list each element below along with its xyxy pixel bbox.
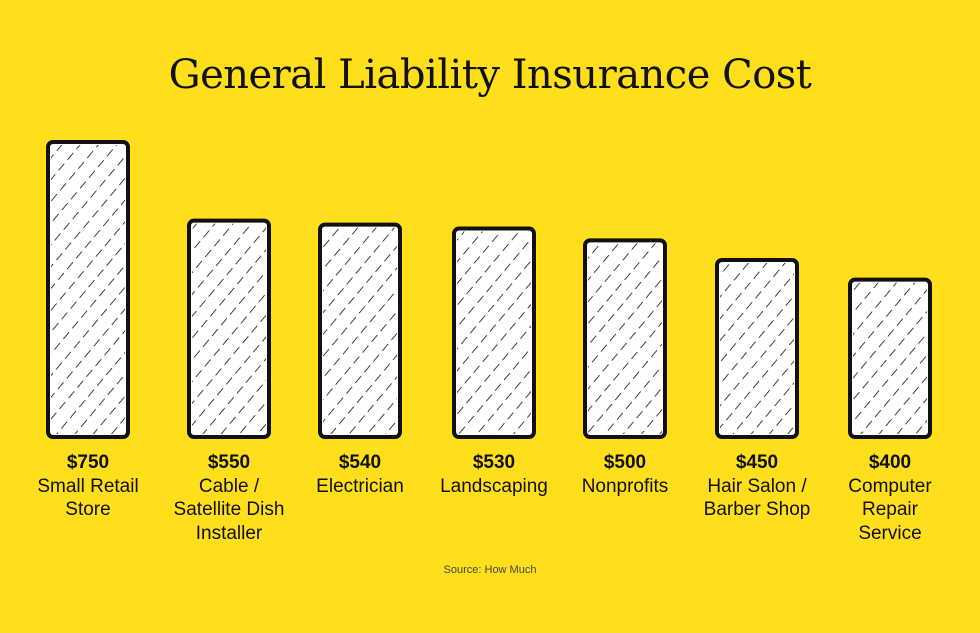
bar-hatching	[457, 231, 531, 434]
value-label: $450	[735, 452, 779, 473]
bar-label: $530 Landscaping	[419, 451, 569, 498]
bar-label: $450 Hair Salon / Barber Shop	[682, 451, 832, 522]
bar-label: $750 Small Retail Store	[13, 451, 163, 522]
category-label: Service	[858, 522, 922, 544]
value-label: $400	[868, 452, 912, 473]
bar-hatching	[720, 263, 794, 434]
bar-hatching	[323, 227, 397, 434]
bar-label: $540 Electrician	[285, 451, 435, 498]
chart-title: General Liability Insurance Cost	[168, 52, 812, 98]
category-label: Cable /	[198, 475, 260, 497]
value-label: $750	[66, 452, 110, 473]
category-label: Landscaping	[440, 475, 548, 497]
value-label: $500	[603, 452, 647, 473]
value-label: $550	[207, 452, 251, 473]
category-label: Satellite Dish	[173, 499, 285, 520]
bar-hatching	[853, 282, 927, 434]
category-label: Computer	[848, 475, 932, 497]
category-label: Nonprofits	[581, 475, 669, 497]
bar-label: $550 Cable / Satellite Dish Installer	[154, 451, 304, 545]
bar-label: $400 Computer Repair Service	[815, 451, 965, 545]
bar-hatching	[588, 243, 662, 434]
category-label: Repair	[862, 499, 918, 520]
value-label: $530	[472, 452, 516, 473]
source-note: Source: How Much	[443, 564, 537, 576]
bar-label: $500 Nonprofits	[550, 451, 700, 498]
bar-hatching	[51, 145, 125, 434]
category-label: Installer	[195, 522, 263, 544]
category-label: Store	[65, 499, 111, 520]
category-label: Hair Salon /	[707, 475, 807, 497]
value-label: $540	[338, 452, 382, 473]
category-label: Electrician	[316, 475, 404, 497]
category-label: Barber Shop	[703, 499, 811, 520]
bar-hatching	[192, 223, 266, 434]
category-label: Small Retail	[37, 475, 139, 497]
